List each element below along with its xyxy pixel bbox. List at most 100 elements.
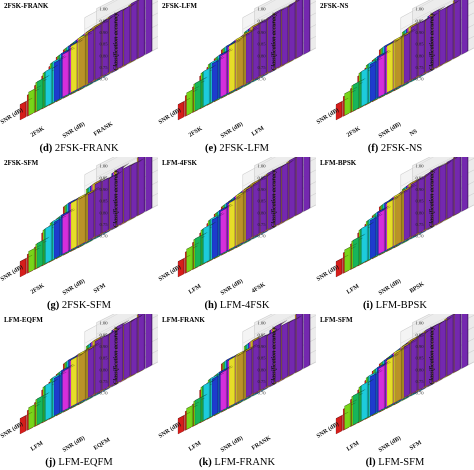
z-tick-label: 0.95 [100,332,109,337]
panel-caption-text: 2FSK-SFM [59,300,111,311]
z-tick-label: 0.75 [100,222,109,227]
bar [79,192,92,246]
bars [335,314,469,435]
z-tick-label: 1.00 [416,7,425,12]
z-tick-label: 0.90 [416,187,425,192]
bar [109,9,122,73]
bar [418,329,431,391]
z-tick-label: 0.70 [416,234,425,239]
z-tick-label: 0.90 [100,344,109,349]
left-class-axis-label: 2FSK [30,283,46,296]
z-axis-label: Classification accuracy [114,326,120,384]
bar [425,323,438,387]
bars [19,157,153,278]
bars [335,0,469,121]
panel-caption: (k) LFM-FRANK [158,457,316,468]
z-tick-label: 0.75 [416,379,425,384]
panel-caption-text: LFM-4FSK [217,300,270,311]
bar [432,163,446,227]
bar [79,32,92,89]
bar [228,196,242,250]
bar [369,370,383,416]
bar [70,39,84,93]
bar [447,0,460,62]
panel-title: LFM-BPSK [320,159,357,167]
bars [335,157,469,278]
bar [411,20,424,80]
bar [281,318,295,380]
bar [395,190,408,246]
left-class-axis-label: LFM [346,440,361,452]
bar [245,345,259,398]
bar [28,244,41,273]
z-tick-label: 0.70 [258,391,267,396]
bar [211,213,225,259]
bar [274,6,288,70]
left-class-axis-label: 2FSK [346,126,362,139]
bar [36,75,50,112]
bar [335,412,349,435]
bar [352,389,366,426]
panel-k: 1.00 0.95 0.90 0.85 0.80 0.75 0.70 Classificati… [158,314,316,470]
bar [403,340,417,398]
right-class-axis-label: FRANK [93,121,115,138]
bar [45,221,58,264]
z-axis-label: Classification accuracy [272,169,278,227]
bar3d-chart-l: 1.00 0.95 0.90 0.85 0.80 0.75 0.70 Classificati… [316,314,474,454]
bar [296,157,304,216]
bar3d-chart-j: 1.00 0.95 0.90 0.85 0.80 0.75 0.70 Classificati… [0,314,158,454]
z-tick-label: 0.90 [100,187,109,192]
bar [289,157,297,219]
bar [186,86,199,116]
bar [116,320,130,384]
bar [447,157,458,219]
z-tick-label: 0.85 [100,199,109,204]
z-tick-label: 1.00 [416,321,425,326]
panel-caption-text: LFM-EQFM [55,457,113,468]
panel-g: 1.00 0.95 0.90 0.85 0.80 0.75 0.70 Classificati… [0,157,158,313]
bar [28,401,41,430]
bar3d-chart-h: 1.00 0.95 0.90 0.85 0.80 0.75 0.70 Classificati… [158,157,316,297]
bar [296,314,304,373]
right-class-axis-label: NS [409,128,419,138]
bar [439,4,453,66]
bar3d-chart-k: 1.00 0.95 0.90 0.85 0.80 0.75 0.70 Classificati… [158,314,316,454]
z-tick-label: 0.85 [100,356,109,361]
snr-axis-label-right: SNR (dB) [219,121,244,140]
panel-h: 1.00 0.95 0.90 0.85 0.80 0.75 0.70 Classificati… [158,157,316,313]
bar [109,171,122,230]
bar [237,33,250,89]
bar3d-chart-e: 1.00 0.95 0.90 0.85 0.80 0.75 0.70 Classificati… [158,0,316,140]
z-tick-label: 0.80 [258,53,267,58]
bar [62,47,75,98]
snr-axis-label-right: SNR (dB) [61,121,86,140]
bar [203,64,216,107]
bar3d-chart-g: 1.00 0.95 0.90 0.85 0.80 0.75 0.70 Classificati… [0,157,158,297]
bar [418,16,431,77]
bar [395,346,408,403]
bar [260,16,273,77]
bar [361,378,374,421]
bar [62,209,75,255]
z-tick-label: 0.95 [258,332,267,337]
panel-caption: (f) 2FSK-NS [316,143,474,154]
panel-letter: (j) [45,457,56,468]
bar [260,172,273,234]
bar [303,0,311,55]
bars [177,0,311,121]
bar [386,196,400,250]
bar [245,27,259,84]
bar [177,412,191,435]
panel-caption-text: LFM-SFM [375,457,425,468]
z-tick-label: 1.00 [258,164,267,169]
bar [194,76,208,112]
bar [194,393,208,426]
bar [386,39,400,93]
bar [203,221,216,264]
bar3d-chart-i: 1.00 0.95 0.90 0.85 0.80 0.75 0.70 Classificati… [316,157,474,297]
bar [296,0,304,59]
snr-axis-label-right: SNR (dB) [377,121,402,140]
panel-caption: (j) LFM-EQFM [0,457,158,468]
bar [461,314,469,369]
